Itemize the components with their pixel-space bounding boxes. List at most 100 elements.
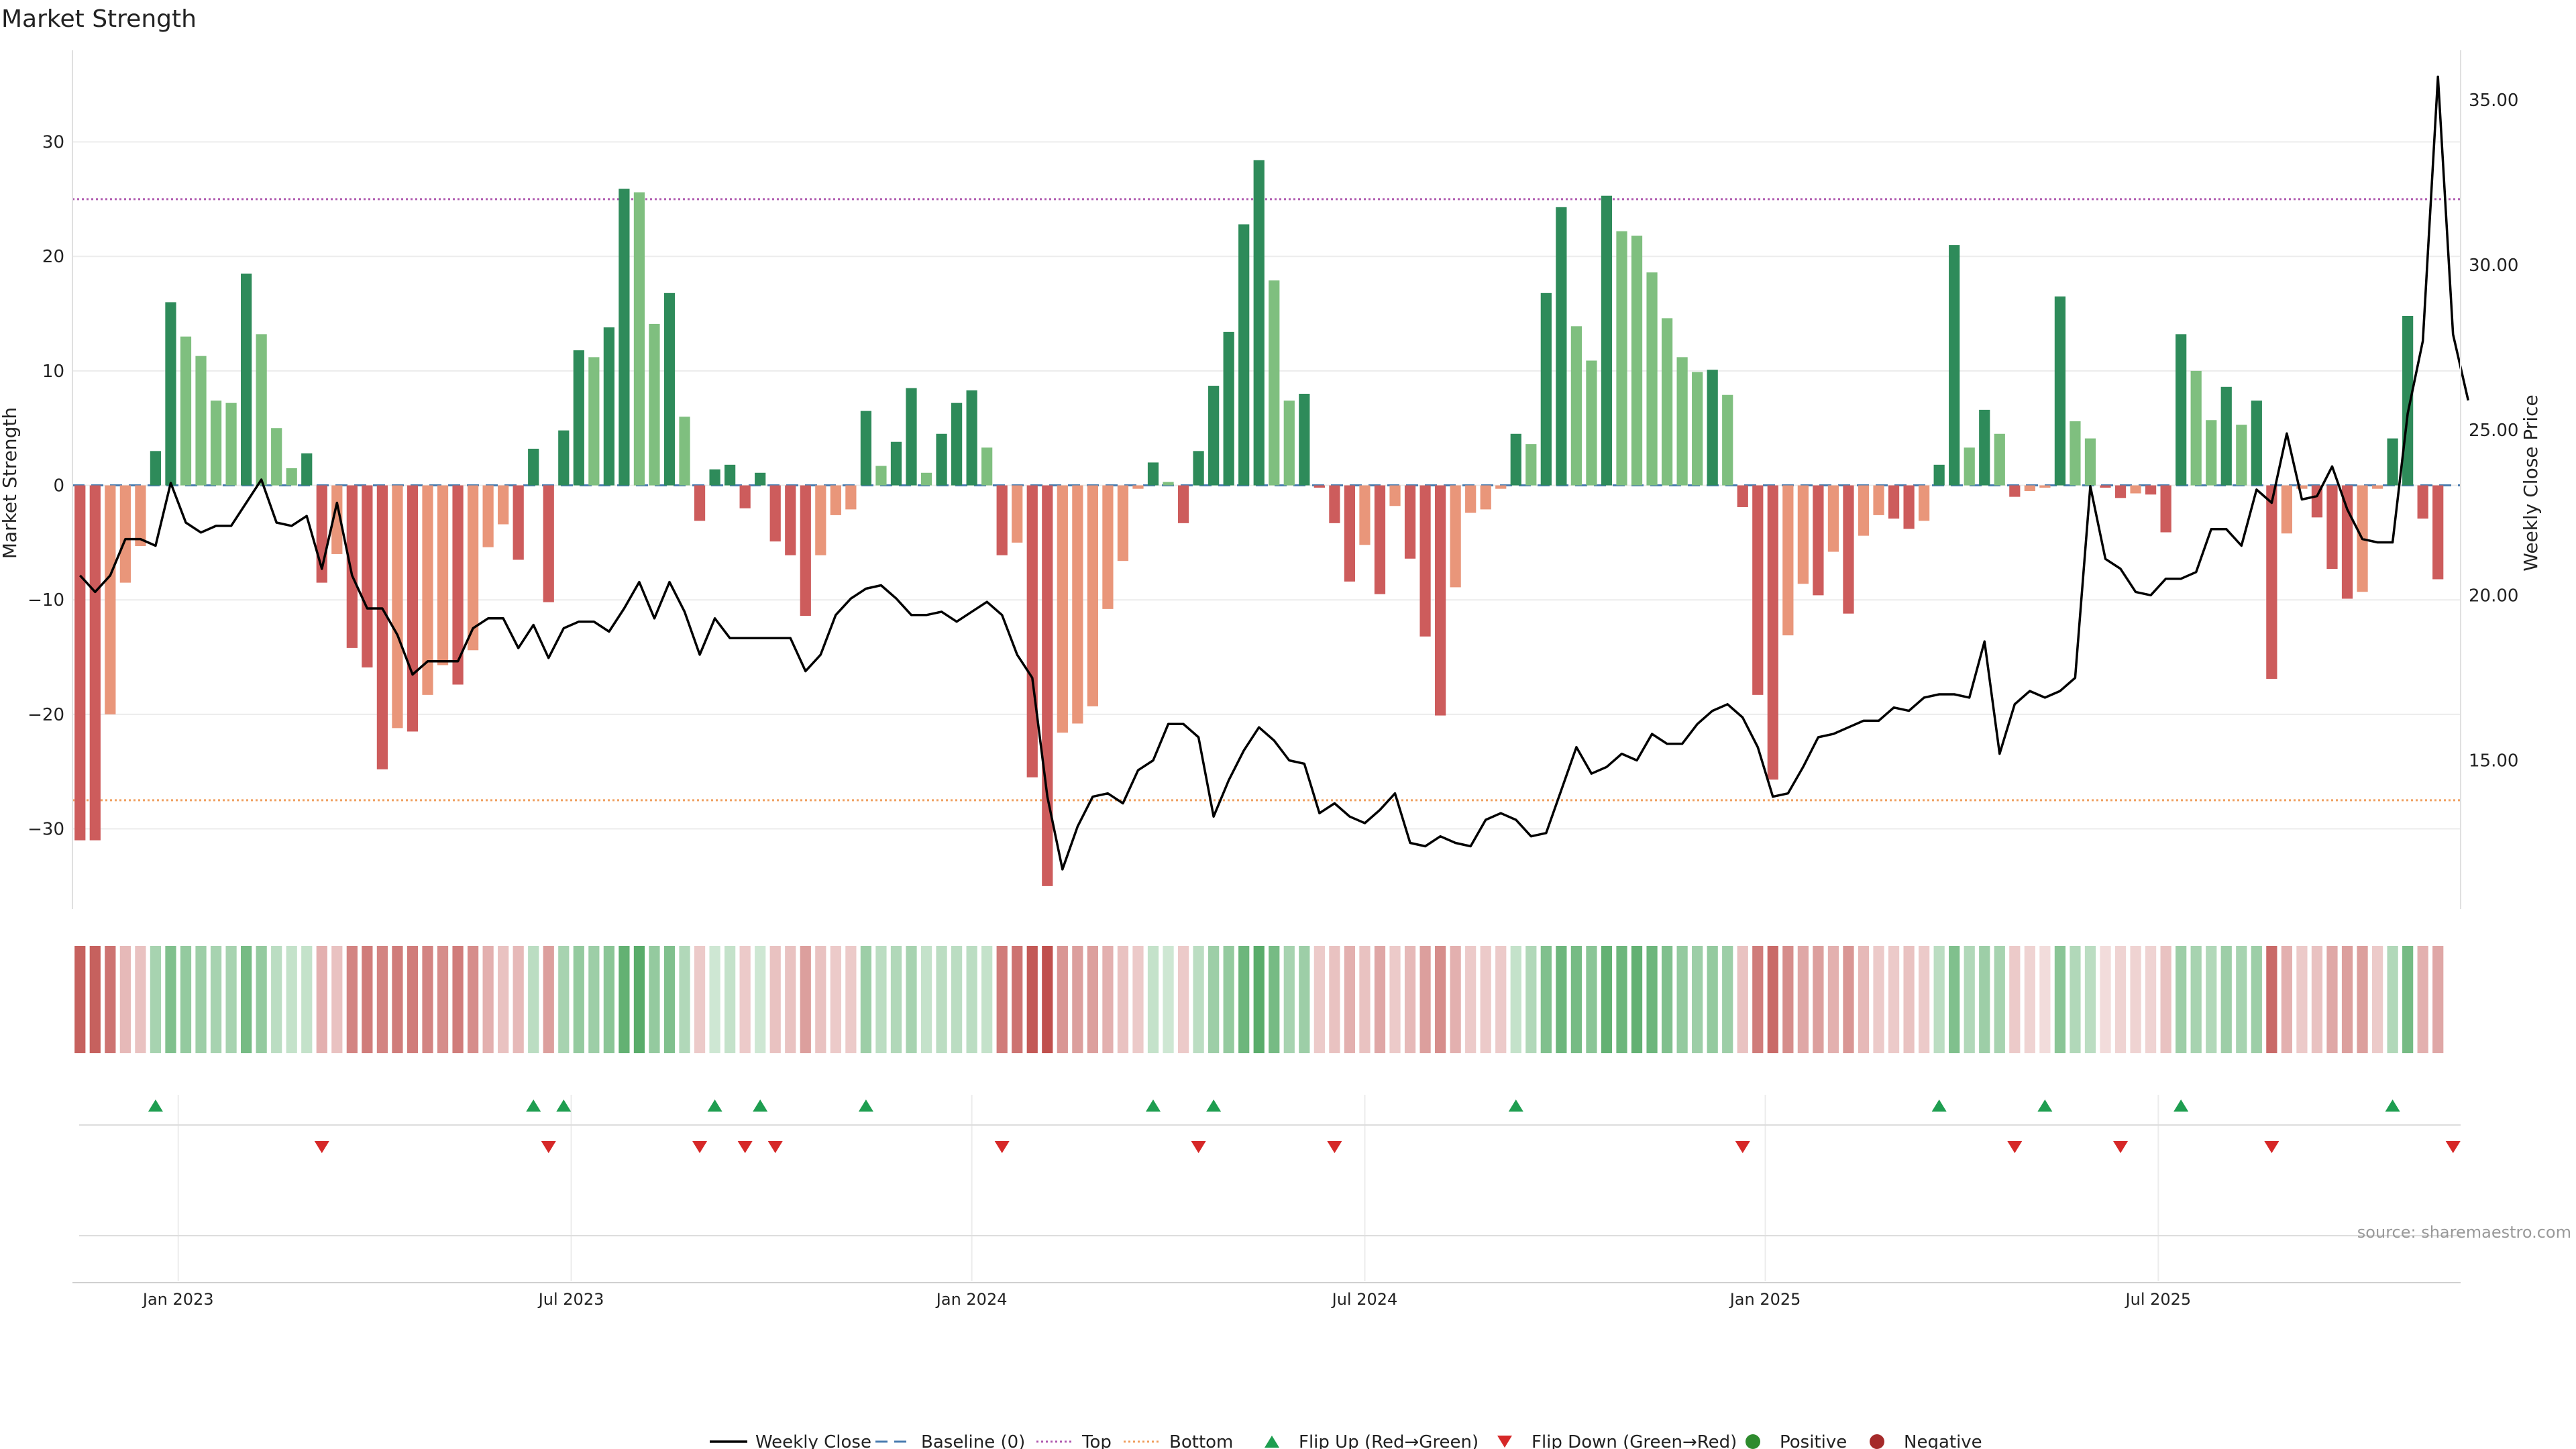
heat-cell [346,946,358,1053]
heat-cell [2220,946,2232,1053]
heat-cell [1299,946,1310,1053]
heat-cell [2190,946,2202,1053]
y-tick-label: −30 [28,820,64,840]
heat-cell [2357,946,2368,1053]
flip-down-marker [1327,1141,1342,1153]
strength-bar [180,336,192,486]
heat-cell [362,946,373,1053]
strength-bar [1979,409,1990,486]
flip-down-marker [767,1141,783,1153]
strength-bar [1782,485,1794,636]
heat-cell [785,946,796,1053]
strength-bar [830,485,841,515]
strength-bar [996,485,1008,555]
strength-bar [543,485,554,602]
heat-cell [1223,946,1234,1053]
heat-cell [663,946,676,1053]
strength-bar [709,469,720,486]
flip-up-marker [858,1099,873,1112]
heat-cell [633,946,645,1053]
strength-bar [1873,485,1884,515]
legend-label: Weekly Close [755,1432,871,1449]
heat-cell [407,946,419,1053]
y-tick-label: 20 [42,247,64,267]
heat-cell [1797,946,1809,1053]
heat-cell [845,946,857,1053]
flip-down-marker [2264,1141,2279,1153]
strength-bar [694,485,706,521]
strength-bar [1737,485,1748,507]
strength-bar [1933,464,1945,486]
heat-cell [316,946,327,1053]
heat-cell [1313,946,1325,1053]
heat-cell [1344,946,1356,1053]
heat-cell [513,946,524,1053]
strength-bar [1707,370,1718,486]
strength-bar [1797,485,1809,584]
flip-down-marker [2445,1141,2461,1153]
heat-cell [1419,946,1431,1053]
strength-heat-strip [74,946,2444,1053]
legend-item-negative: Negative [1870,1432,1982,1449]
heat-cell [1601,946,1613,1053]
strength-bar [407,485,419,732]
strength-bar [1540,292,1552,486]
strength-bar [2220,386,2232,486]
flip-up-marker [707,1099,722,1112]
heat-cell [2371,946,2383,1053]
heat-cell [1163,946,1174,1053]
heat-cell [452,946,464,1053]
strength-bar [1843,485,1854,614]
heat-cell [89,946,101,1053]
heat-cell [1843,946,1854,1053]
y-tick-label: −20 [28,705,64,725]
heat-cell [1404,946,1416,1053]
strength-bar [1283,400,1295,486]
strength-bar [2326,485,2338,570]
heat-cell [2024,946,2035,1053]
heat-cell [528,946,539,1053]
heat-cell [1646,946,1658,1053]
heat-cell [1057,946,1068,1053]
legend-label: Bottom [1169,1432,1233,1449]
heat-cell [1238,946,1250,1053]
strength-bar [769,485,781,542]
heat-cell [1949,946,1960,1053]
strength-bar [271,428,282,486]
grid-lines [72,141,2461,1281]
strength-bar [301,453,313,486]
y-tick-label: 30 [42,133,64,153]
strength-bar [785,485,796,555]
strength-bar [482,485,494,547]
strength-bar [1570,326,1582,486]
strength-bar [2311,485,2323,518]
strength-bar [739,485,751,508]
strength-bar [663,292,676,486]
heat-cell [1692,946,1703,1053]
heat-cell [679,946,690,1053]
strength-bar [2160,485,2171,533]
legend-item-flip-up-red-green: Flip Up (Red→Green) [1265,1432,1479,1449]
heat-cell [2296,946,2308,1053]
heat-cell [543,946,554,1053]
strength-bar [755,472,766,486]
heat-cell [1570,946,1582,1053]
strength-bar [1616,231,1627,486]
strength-bar [649,323,660,486]
strength-bar [498,485,509,525]
strength-bar [981,447,993,486]
strength-bar [1419,485,1431,637]
heat-cell [1374,946,1386,1053]
strength-bar [619,189,630,486]
heat-cell [1979,946,1990,1053]
strength-bar [1299,394,1310,486]
flip-up-marker [2174,1099,2189,1112]
strength-bar [225,402,237,486]
strength-bar [2371,485,2383,489]
flip-up-marker [148,1099,163,1112]
heat-cell [1813,946,1824,1053]
flip-up-marker [556,1099,572,1112]
y-tick-label: −10 [28,590,64,610]
legend-label: Negative [1904,1432,1982,1449]
